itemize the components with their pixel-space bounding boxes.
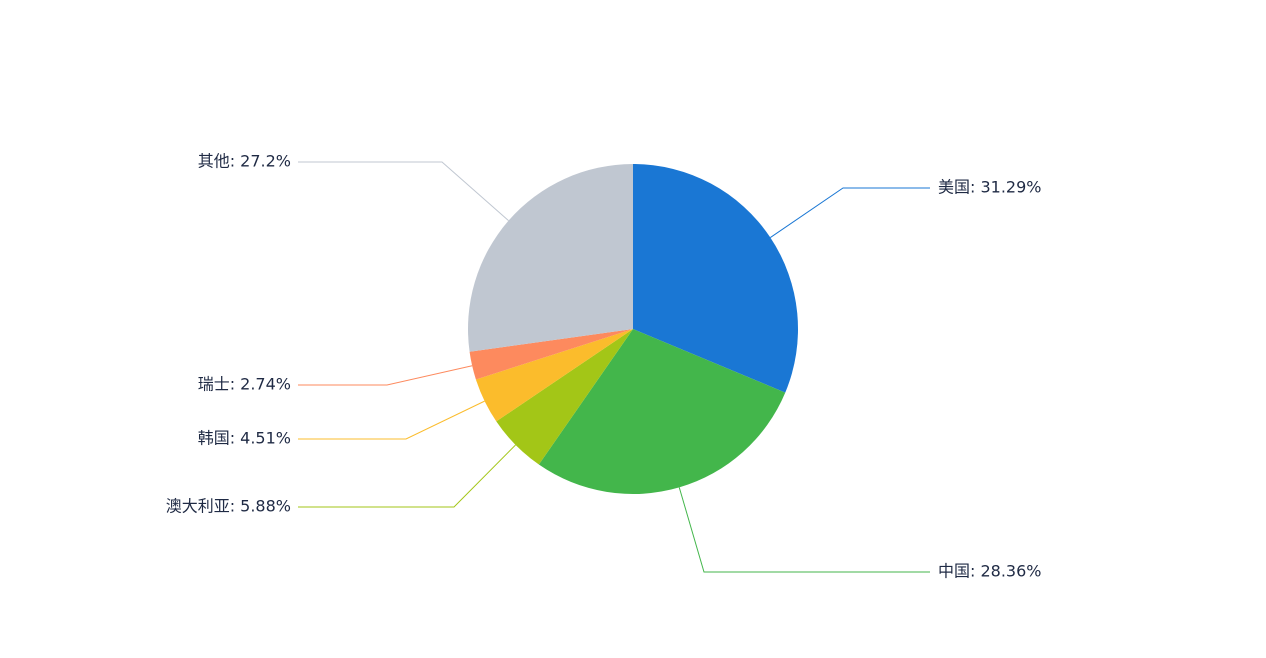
slice-label-2: 澳大利亚: 5.88% [166, 497, 291, 516]
leader-line-3 [298, 401, 485, 439]
slices-layer [468, 164, 798, 494]
slice-label-4: 瑞士: 2.74% [198, 375, 291, 394]
slice-label-3: 韩国: 4.51% [198, 429, 291, 448]
slice-label-5: 其他: 27.2% [198, 152, 291, 171]
slice-label-0: 美国: 31.29% [938, 178, 1042, 197]
leader-line-5 [298, 162, 509, 221]
leader-line-1 [679, 487, 930, 572]
leader-line-4 [298, 366, 472, 385]
leader-line-0 [770, 188, 930, 238]
pie-slice-5[interactable] [468, 164, 633, 352]
leader-line-2 [298, 445, 516, 507]
slice-label-1: 中国: 28.36% [938, 562, 1042, 581]
